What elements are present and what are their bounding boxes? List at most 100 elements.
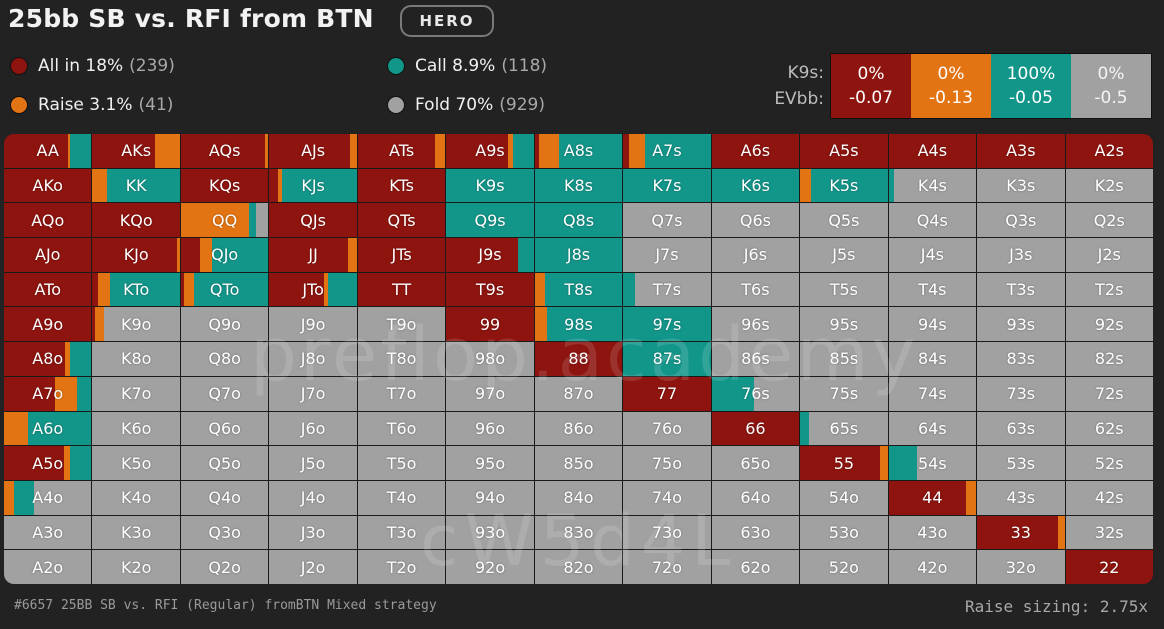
hand-cell-54o[interactable]: 54o (800, 480, 888, 515)
hand-cell-64s[interactable]: 64s (888, 411, 977, 446)
hand-cell-A4o[interactable]: A4o (4, 480, 92, 515)
hand-cell-A9s[interactable]: A9s (446, 134, 534, 168)
hand-cell-K6o[interactable]: K6o (92, 411, 180, 446)
hand-cell-K3s[interactable]: K3s (977, 168, 1065, 203)
hand-cell-82o[interactable]: 82o (534, 550, 623, 584)
hand-cell-64o[interactable]: 64o (711, 480, 800, 515)
hand-cell-Q2o[interactable]: Q2o (180, 550, 269, 584)
hand-cell-KTs[interactable]: KTs (357, 168, 446, 203)
hand-cell-74o[interactable]: 74o (623, 480, 711, 515)
hand-cell-Q9o[interactable]: Q9o (180, 307, 269, 342)
hand-cell-QTo[interactable]: QTo (180, 272, 269, 307)
hand-cell-K5s[interactable]: K5s (800, 168, 888, 203)
hand-cell-92s[interactable]: 92s (1065, 307, 1153, 342)
hand-cell-A8s[interactable]: A8s (534, 134, 623, 168)
hand-cell-AQs[interactable]: AQs (180, 134, 269, 168)
hand-cell-84s[interactable]: 84s (888, 342, 977, 376)
hand-cell-K7s[interactable]: K7s (623, 168, 711, 203)
hand-cell-KQs[interactable]: KQs (180, 168, 269, 203)
hand-cell-J4o[interactable]: J4o (269, 480, 357, 515)
hand-cell-QQ[interactable]: QQ (180, 203, 269, 238)
hand-cell-42s[interactable]: 42s (1065, 480, 1153, 515)
hand-cell-87o[interactable]: 87o (534, 376, 623, 411)
hand-cell-Q4s[interactable]: Q4s (888, 203, 977, 238)
hand-cell-22[interactable]: 22 (1065, 550, 1153, 584)
hand-cell-AJo[interactable]: AJo (4, 238, 92, 272)
hand-cell-KK[interactable]: KK (92, 168, 180, 203)
hand-cell-J4s[interactable]: J4s (888, 238, 977, 272)
hand-cell-96s[interactable]: 96s (711, 307, 800, 342)
hand-cell-K2o[interactable]: K2o (92, 550, 180, 584)
hand-cell-53s[interactable]: 53s (977, 446, 1065, 480)
hand-cell-75o[interactable]: 75o (623, 446, 711, 480)
hand-cell-TT[interactable]: TT (357, 272, 446, 307)
hand-cell-K9o[interactable]: K9o (92, 307, 180, 342)
hand-cell-KTo[interactable]: KTo (92, 272, 180, 307)
hand-cell-97s[interactable]: 97s (623, 307, 711, 342)
hand-cell-T8o[interactable]: T8o (357, 342, 446, 376)
hand-cell-A8o[interactable]: A8o (4, 342, 92, 376)
hand-cell-94o[interactable]: 94o (446, 480, 534, 515)
hand-cell-74s[interactable]: 74s (888, 376, 977, 411)
hand-cell-43o[interactable]: 43o (888, 515, 977, 550)
hand-cell-Q3o[interactable]: Q3o (180, 515, 269, 550)
hand-cell-76s[interactable]: 76s (711, 376, 800, 411)
hand-cell-75s[interactable]: 75s (800, 376, 888, 411)
hand-cell-KJs[interactable]: KJs (269, 168, 357, 203)
hand-cell-Q6s[interactable]: Q6s (711, 203, 800, 238)
hand-cell-96o[interactable]: 96o (446, 411, 534, 446)
hand-cell-ATo[interactable]: ATo (4, 272, 92, 307)
hand-cell-43s[interactable]: 43s (977, 480, 1065, 515)
hand-cell-83o[interactable]: 83o (534, 515, 623, 550)
hand-cell-53o[interactable]: 53o (800, 515, 888, 550)
hand-cell-AKs[interactable]: AKs (92, 134, 180, 168)
hand-cell-72o[interactable]: 72o (623, 550, 711, 584)
hand-cell-95s[interactable]: 95s (800, 307, 888, 342)
hand-cell-JTo[interactable]: JTo (269, 272, 357, 307)
hand-cell-J6o[interactable]: J6o (269, 411, 357, 446)
hand-cell-93s[interactable]: 93s (977, 307, 1065, 342)
hand-cell-63o[interactable]: 63o (711, 515, 800, 550)
hand-cell-T7s[interactable]: T7s (623, 272, 711, 307)
hand-cell-A4s[interactable]: A4s (888, 134, 977, 168)
hand-cell-66[interactable]: 66 (711, 411, 800, 446)
hand-cell-Q2s[interactable]: Q2s (1065, 203, 1153, 238)
hand-cell-55[interactable]: 55 (800, 446, 888, 480)
hand-cell-85o[interactable]: 85o (534, 446, 623, 480)
hand-cell-62s[interactable]: 62s (1065, 411, 1153, 446)
hand-cell-T5o[interactable]: T5o (357, 446, 446, 480)
hand-cell-76o[interactable]: 76o (623, 411, 711, 446)
hand-cell-T4s[interactable]: T4s (888, 272, 977, 307)
hand-cell-A7o[interactable]: A7o (4, 376, 92, 411)
hand-cell-J3o[interactable]: J3o (269, 515, 357, 550)
hand-cell-98o[interactable]: 98o (446, 342, 534, 376)
hand-cell-J9s[interactable]: J9s (446, 238, 534, 272)
hand-cell-J7o[interactable]: J7o (269, 376, 357, 411)
hand-cell-T3s[interactable]: T3s (977, 272, 1065, 307)
hand-cell-K2s[interactable]: K2s (1065, 168, 1153, 203)
hand-cell-73o[interactable]: 73o (623, 515, 711, 550)
hand-cell-52s[interactable]: 52s (1065, 446, 1153, 480)
hand-cell-54s[interactable]: 54s (888, 446, 977, 480)
hand-cell-T8s[interactable]: T8s (534, 272, 623, 307)
hand-cell-KQo[interactable]: KQo (92, 203, 180, 238)
hand-cell-KJo[interactable]: KJo (92, 238, 180, 272)
hand-cell-86o[interactable]: 86o (534, 411, 623, 446)
hand-cell-AJs[interactable]: AJs (269, 134, 357, 168)
hand-cell-86s[interactable]: 86s (711, 342, 800, 376)
hand-cell-J5s[interactable]: J5s (800, 238, 888, 272)
hand-cell-K5o[interactable]: K5o (92, 446, 180, 480)
hand-cell-73s[interactable]: 73s (977, 376, 1065, 411)
hand-cell-83s[interactable]: 83s (977, 342, 1065, 376)
hand-cell-Q3s[interactable]: Q3s (977, 203, 1065, 238)
hand-cell-A2o[interactable]: A2o (4, 550, 92, 584)
hand-cell-QJs[interactable]: QJs (269, 203, 357, 238)
hand-cell-65s[interactable]: 65s (800, 411, 888, 446)
hand-cell-63s[interactable]: 63s (977, 411, 1065, 446)
hand-cell-T2s[interactable]: T2s (1065, 272, 1153, 307)
hand-cell-87s[interactable]: 87s (623, 342, 711, 376)
hand-cell-J3s[interactable]: J3s (977, 238, 1065, 272)
hand-cell-99[interactable]: 99 (446, 307, 534, 342)
hand-cell-K9s[interactable]: K9s (446, 168, 534, 203)
hand-cell-72s[interactable]: 72s (1065, 376, 1153, 411)
